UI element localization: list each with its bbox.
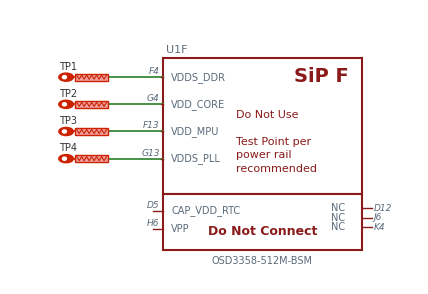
Text: F13: F13 [143,121,160,130]
Text: VDD_CORE: VDD_CORE [171,99,226,110]
Text: Do Not Connect: Do Not Connect [208,225,317,238]
Ellipse shape [59,100,74,108]
Text: TP2: TP2 [59,89,77,99]
Ellipse shape [62,76,66,79]
Text: CAP_VDD_RTC: CAP_VDD_RTC [171,205,241,216]
Ellipse shape [62,157,66,160]
Text: G4: G4 [147,94,160,103]
Text: K4: K4 [374,223,385,231]
Ellipse shape [59,127,74,136]
Text: VDD_MPU: VDD_MPU [171,126,220,137]
Bar [75,128,108,135]
Text: NC: NC [331,213,345,223]
Text: TP3: TP3 [59,116,77,126]
Bar [75,155,108,162]
Text: NC: NC [331,203,345,213]
Text: Do Not Use: Do Not Use [236,110,298,120]
Text: TP1: TP1 [59,61,77,71]
Bar [75,74,108,81]
Text: VDDS_DDR: VDDS_DDR [171,72,226,83]
Bar [163,194,362,250]
Text: G13: G13 [141,148,160,158]
Text: Test Point per
power rail
recommended: Test Point per power rail recommended [236,137,317,173]
Text: OSD3358-512M-BSM: OSD3358-512M-BSM [212,256,313,266]
Text: VDDS_PLL: VDDS_PLL [171,153,221,164]
Text: J6: J6 [374,213,382,222]
Text: H6: H6 [147,219,160,228]
Text: D5: D5 [147,201,160,210]
Ellipse shape [59,73,74,81]
Bar [75,101,108,108]
Text: VPP: VPP [171,224,190,234]
Text: TP4: TP4 [59,143,77,153]
Text: NC: NC [331,222,345,232]
Text: U1F: U1F [166,44,188,54]
Ellipse shape [62,130,66,133]
Ellipse shape [59,155,74,163]
Text: F4: F4 [149,67,160,76]
Text: SiP F: SiP F [294,67,349,86]
Text: D12: D12 [374,203,392,213]
Ellipse shape [62,103,66,106]
Bar [163,58,362,194]
